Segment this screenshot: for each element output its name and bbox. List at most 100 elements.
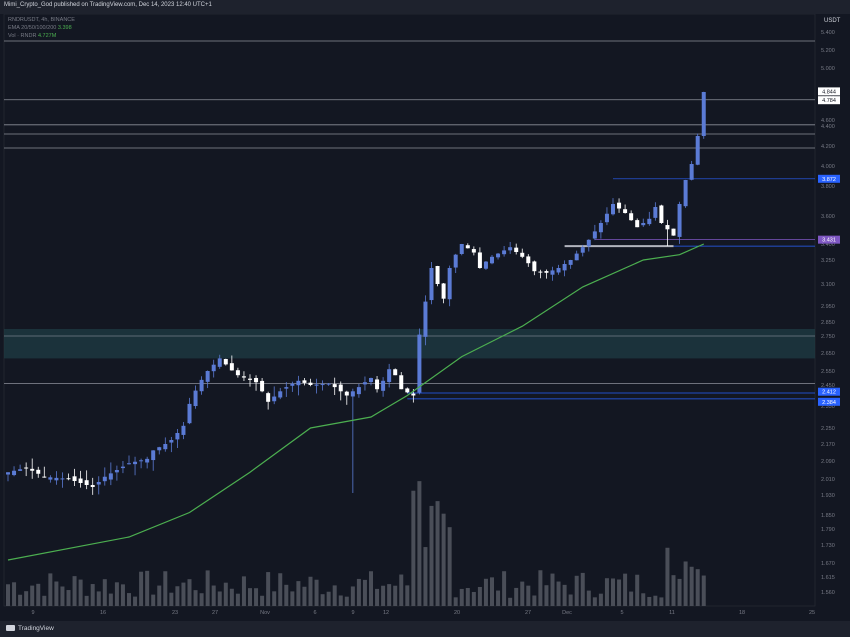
time-tick-label: Dec (562, 610, 572, 616)
candle-body (338, 384, 343, 392)
price-tick-label: 2.550 (821, 369, 835, 375)
candle-body (568, 260, 573, 265)
price-tick-label: 2.350 (821, 404, 835, 410)
volume-bar (193, 590, 198, 606)
time-tick-label: 25 (809, 610, 815, 616)
volume-bar (604, 578, 609, 606)
candle-body (302, 380, 307, 383)
candle-body (574, 253, 579, 261)
price-tick-label: 4.200 (821, 144, 835, 150)
candle-body (653, 207, 658, 218)
volume-bar (514, 587, 519, 606)
candle-body (12, 470, 17, 476)
candle-body (350, 391, 355, 397)
volume-bar (78, 579, 83, 606)
volume-bar (302, 586, 307, 606)
brand-label: TradingView (18, 625, 54, 632)
volume-bar (320, 594, 325, 606)
volume-bar (187, 579, 192, 606)
price-tick-label: 3.100 (821, 282, 835, 288)
candle-body (120, 466, 125, 469)
ema-line (7, 243, 705, 561)
volume-bar (381, 585, 386, 606)
candle-body (284, 387, 289, 389)
volume-bar (508, 597, 513, 606)
candle-body (314, 384, 319, 386)
candle-body (647, 218, 652, 225)
volume-bar (30, 585, 35, 606)
candle-body (665, 225, 670, 230)
candle-body (169, 440, 174, 443)
level-badge: 3.431 (822, 238, 836, 244)
candle-body (683, 180, 688, 207)
price-tick-label: 2.010 (821, 477, 835, 483)
volume-bar (18, 594, 23, 606)
volume-bar (459, 588, 464, 606)
time-tick-label: 6 (313, 610, 316, 616)
volume-bar (223, 582, 228, 606)
volume-bar (235, 593, 240, 606)
time-tick-label: 9 (351, 610, 354, 616)
volume-bar (290, 591, 295, 606)
candle-body (60, 478, 65, 480)
volume-bar (429, 505, 434, 606)
level-badge: 2.412 (822, 390, 836, 396)
volume-bar (102, 579, 107, 606)
volume-bar (350, 586, 355, 606)
price-tick-label: 1.930 (821, 493, 835, 499)
candle-body (332, 384, 337, 388)
level-badge: 4.784 (822, 98, 836, 104)
volume-bar (556, 581, 561, 606)
candle-body (689, 164, 694, 180)
candle-body (514, 247, 519, 252)
candle-body (381, 380, 386, 391)
last-price-badge: 4.844 (822, 89, 836, 95)
volume-bar (96, 591, 101, 606)
candle-body (701, 92, 706, 137)
volume-bar (163, 571, 168, 606)
volume-bar (369, 571, 373, 606)
volume-bar (550, 573, 555, 606)
volume-bar (641, 593, 646, 606)
volume-bar (199, 593, 204, 606)
candle-body (296, 380, 301, 386)
candle-body (447, 268, 452, 300)
volume-bar (175, 586, 180, 606)
volume-bar (157, 585, 162, 606)
candle-body (483, 261, 488, 269)
price-tick-label: 2.090 (821, 459, 835, 465)
candle-body (604, 213, 609, 223)
volume-legend: Vol · RNDR 4.727M (8, 32, 75, 40)
candle-body (393, 369, 398, 376)
candle-body (163, 444, 168, 450)
volume-bar (435, 501, 440, 606)
volume-bar (278, 573, 283, 606)
candle-body (459, 244, 464, 255)
candle-body (362, 382, 367, 385)
volume-bar (36, 583, 41, 606)
candle-body (526, 256, 531, 264)
candle-body (205, 371, 210, 382)
volume-bar (617, 579, 622, 606)
price-chart[interactable]: 5.4005.2005.0004.8004.6004.4004.2004.000… (0, 14, 850, 621)
volume-bar (677, 578, 682, 606)
volume-bar (229, 588, 234, 606)
price-tick-label: 3.250 (821, 258, 835, 264)
price-tick-label: 3.800 (821, 184, 835, 190)
time-tick-label: 23 (172, 610, 178, 616)
candle-body (417, 334, 422, 393)
price-tick-label: 2.750 (821, 334, 835, 340)
volume-bar (574, 575, 579, 606)
candle-body (84, 480, 89, 485)
time-tick-label: 18 (739, 610, 745, 616)
time-tick-label: 27 (212, 610, 218, 616)
price-tick-label: 2.450 (821, 383, 835, 389)
candle-body (641, 223, 646, 226)
candle-body (18, 469, 23, 471)
candle-body (623, 209, 628, 213)
volume-bar (483, 578, 488, 606)
volume-bar (338, 595, 343, 606)
candle-body (611, 204, 615, 215)
tradingview-logo[interactable]: TradingView (6, 625, 54, 632)
volume-bar (653, 595, 658, 606)
